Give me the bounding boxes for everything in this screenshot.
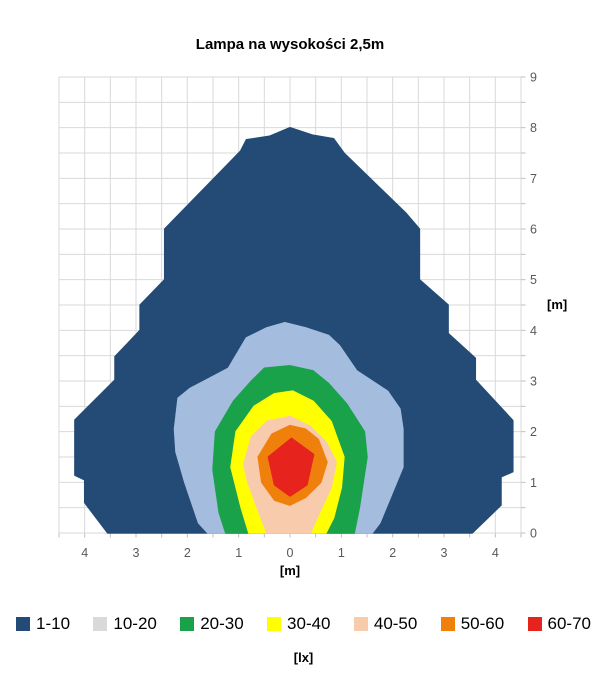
legend-item-10-20: 10-20 [93, 614, 157, 634]
legend-label-60-70: 60-70 [547, 614, 591, 633]
legend-swatch-50-60 [440, 617, 455, 631]
legend: 1-10 10-20 20-30 30-40 40-50 50-60 60-70 [0, 610, 607, 638]
x-tick-label: 3 [133, 546, 140, 560]
x-tick-label: 1 [235, 546, 242, 560]
y-axis-label: [m] [547, 297, 568, 312]
legend-swatch-1-10 [16, 617, 30, 631]
y-tick-label: 2 [530, 425, 537, 439]
legend-swatch-40-50 [353, 617, 368, 631]
y-tick-label: 6 [530, 223, 537, 237]
legend-label-10-20: 10-20 [113, 614, 157, 633]
x-tick-label: 0 [287, 546, 294, 560]
legend-unit-label: [lx] [293, 650, 314, 665]
legend-swatch-60-70 [527, 617, 542, 631]
legend-swatch-10-20 [93, 617, 108, 631]
y-tick-label: 7 [530, 172, 537, 186]
legend-item-60-70: 60-70 [527, 614, 591, 634]
legend-label-20-30: 20-30 [200, 614, 244, 633]
x-tick-label: 4 [81, 546, 88, 560]
y-tick-label: 1 [530, 476, 537, 490]
band-60-70 [267, 437, 315, 497]
legend-swatch-20-30 [180, 617, 195, 631]
legend-item-30-40: 30-40 [267, 614, 331, 634]
x-tick-label: 1 [338, 546, 345, 560]
y-tick-label: 5 [530, 273, 537, 287]
legend-label-1-10: 1-10 [36, 614, 71, 633]
legend-item-40-50: 40-50 [353, 614, 418, 634]
y-tick-label: 3 [530, 375, 537, 389]
x-tick-label: 2 [389, 546, 396, 560]
chart-title: Lampa na wysokości 2,5m [195, 36, 385, 53]
legend-label-50-60: 50-60 [460, 614, 505, 633]
legend-label-40-50: 40-50 [373, 614, 418, 633]
x-tick-label: 2 [184, 546, 191, 560]
legend-swatch-30-40 [267, 617, 282, 631]
legend-item-20-30: 20-30 [180, 614, 244, 634]
contour-plot: 4 3 2 1 0 1 2 3 4 0 1 2 3 4 5 6 7 8 9 [58, 71, 537, 560]
y-tick-label: 8 [530, 121, 537, 135]
legend-item-1-10: 1-10 [16, 614, 70, 634]
y-tick-label: 0 [530, 527, 537, 541]
legend-item-50-60: 50-60 [440, 614, 505, 634]
x-tick-label: 3 [441, 546, 448, 560]
x-tick-label: 4 [492, 546, 499, 560]
y-tick-label: 4 [530, 324, 537, 338]
x-axis-label: [m] [279, 563, 301, 578]
legend-label-30-40: 30-40 [287, 614, 331, 633]
y-tick-label: 9 [530, 71, 537, 85]
